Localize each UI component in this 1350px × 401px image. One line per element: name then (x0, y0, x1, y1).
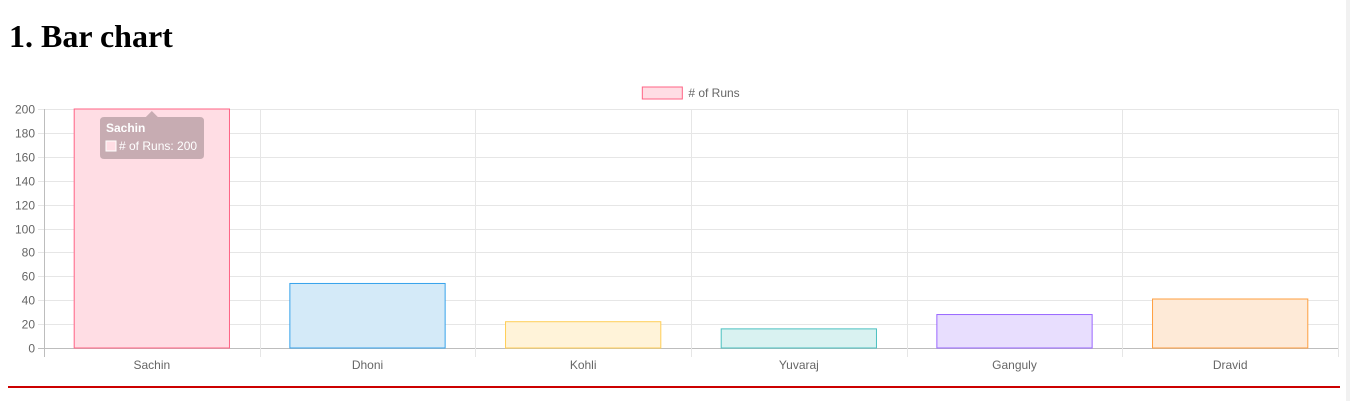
tooltip-swatch (105, 140, 117, 152)
bar-chart: 0 20 40 60 80 100 120 140 160 180 200 Sachin Dhoni K… (15, 86, 1339, 372)
x-tick-label: Ganguly (992, 358, 1037, 372)
page-title: 1. Bar chart (9, 18, 173, 54)
y-tick-label: 20 (22, 318, 36, 332)
y-tick-label: 100 (15, 223, 35, 237)
x-tick-label: Dravid (1213, 358, 1248, 372)
y-tick-label: 60 (22, 270, 36, 284)
y-tick-label: 120 (15, 199, 35, 213)
y-tick-label: 180 (15, 127, 35, 141)
scrollbar[interactable] (1346, 0, 1350, 401)
legend[interactable]: # of Runs (641, 86, 740, 100)
legend-label[interactable]: # of Runs (688, 86, 739, 100)
x-tick-label: Kohli (570, 358, 597, 372)
tooltip-label: # of Runs: 200 (119, 139, 197, 153)
x-tick-label: Yuvaraj (779, 358, 819, 372)
bar-dhoni[interactable] (289, 282, 446, 349)
y-tick-label: 140 (15, 175, 35, 189)
bar-kohli[interactable] (505, 321, 662, 349)
bar-dravid[interactable] (1152, 298, 1309, 349)
y-tick-label: 200 (15, 103, 35, 117)
bar-sachin[interactable] (73, 108, 230, 349)
y-tick-label: 80 (22, 246, 36, 260)
chart-grid (38, 109, 1339, 357)
tooltip-background (100, 111, 204, 159)
x-axis: Sachin Dhoni Kohli Yuvaraj Ganguly Dravid (133, 358, 1247, 372)
y-tick-label: 0 (28, 342, 35, 356)
y-axis: 0 20 40 60 80 100 120 140 160 180 200 (15, 103, 35, 356)
x-tick-label: Sachin (133, 358, 170, 372)
bar-series (73, 108, 1309, 349)
legend-swatch[interactable] (641, 86, 683, 100)
bar-yuvaraj[interactable] (720, 328, 877, 349)
tooltip-title: Sachin (106, 121, 145, 135)
y-tick-label: 160 (15, 151, 35, 165)
bottom-rule (8, 386, 1340, 388)
x-tick-label: Dhoni (352, 358, 383, 372)
bar-ganguly[interactable] (936, 314, 1093, 349)
y-tick-label: 40 (22, 294, 36, 308)
tooltip: Sachin # of Runs: 200 (100, 111, 204, 159)
